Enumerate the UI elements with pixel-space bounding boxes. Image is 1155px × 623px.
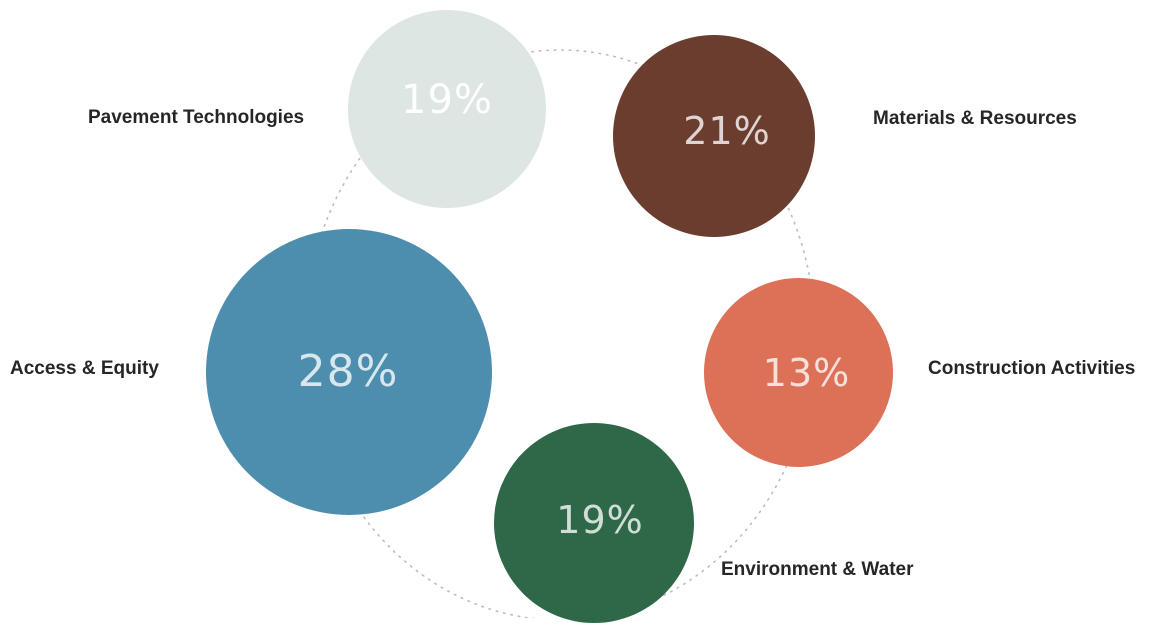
- access-equity-percentage: 28%: [298, 350, 399, 394]
- pavement-technologies-percentage: 19%: [401, 80, 493, 120]
- pavement-technologies-circle: 19%: [348, 10, 546, 208]
- environment-water-label: Environment & Water: [721, 560, 914, 579]
- construction-activities-percentage: 13%: [763, 354, 850, 392]
- materials-resources-label: Materials & Resources: [873, 109, 1077, 128]
- materials-resources-percentage: 21%: [683, 112, 770, 150]
- materials-resources-circle: 21%: [613, 35, 815, 237]
- construction-activities-label: Construction Activities: [928, 359, 1135, 378]
- pavement-technologies-label: Pavement Technologies: [88, 108, 304, 127]
- construction-activities-circle: 13%: [704, 278, 893, 467]
- environment-water-percentage: 19%: [556, 501, 643, 539]
- access-equity-label: Access & Equity: [10, 359, 159, 378]
- access-equity-circle: 28%: [206, 229, 492, 515]
- environment-water-circle: 19%: [494, 423, 694, 623]
